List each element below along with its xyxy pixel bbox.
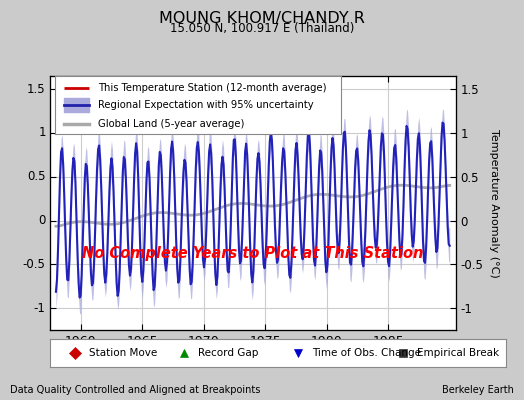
Text: -0.5: -0.5: [23, 258, 46, 271]
Text: Berkeley Earth: Berkeley Earth: [442, 385, 514, 395]
Text: 0: 0: [38, 214, 46, 227]
Text: Regional Expectation with 95% uncertainty: Regional Expectation with 95% uncertaint…: [98, 100, 313, 110]
Text: 0.5: 0.5: [27, 170, 46, 183]
Text: Global Land (5-year average): Global Land (5-year average): [98, 118, 244, 128]
Text: Empirical Break: Empirical Break: [417, 348, 499, 358]
Text: Data Quality Controlled and Aligned at Breakpoints: Data Quality Controlled and Aligned at B…: [10, 385, 261, 395]
Text: -1: -1: [34, 302, 46, 315]
Text: Station Move: Station Move: [89, 348, 157, 358]
Y-axis label: Temperature Anomaly (°C): Temperature Anomaly (°C): [489, 129, 499, 277]
Text: 1.5: 1.5: [27, 83, 46, 96]
Text: No Complete Years to Plot at This Station: No Complete Years to Plot at This Statio…: [82, 246, 423, 261]
Text: Record Gap: Record Gap: [198, 348, 258, 358]
Text: MOUNG KHOM/CHANDY R: MOUNG KHOM/CHANDY R: [159, 11, 365, 26]
Text: 15.050 N, 100.917 E (Thailand): 15.050 N, 100.917 E (Thailand): [170, 22, 354, 36]
Text: 1: 1: [38, 126, 46, 140]
Text: This Temperature Station (12-month average): This Temperature Station (12-month avera…: [98, 83, 326, 93]
Text: Time of Obs. Change: Time of Obs. Change: [312, 348, 421, 358]
